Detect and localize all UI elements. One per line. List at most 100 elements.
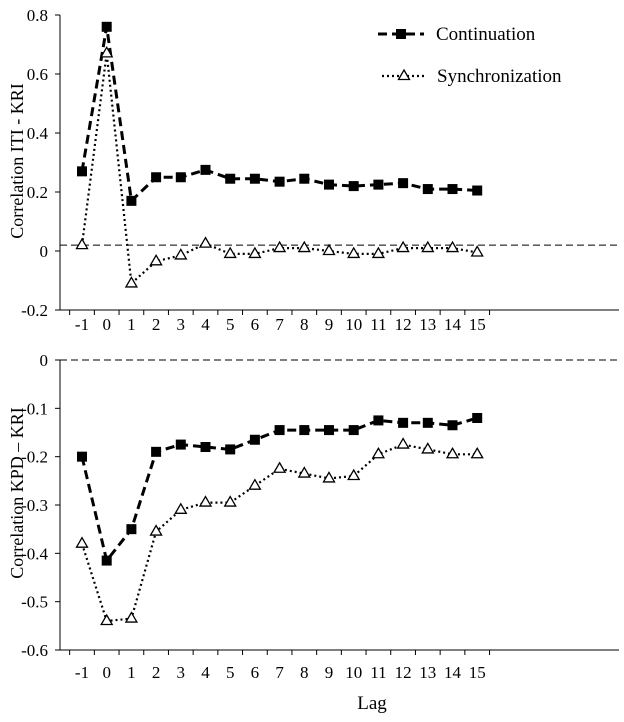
top-synchronization-point [297, 240, 311, 253]
top-x-tick-label: 3 [177, 315, 186, 334]
bottom-continuation-point [373, 415, 384, 426]
bottom-y-axis-label: Correlation KPD – KRI [7, 407, 27, 578]
top-x-tick-label: 10 [345, 315, 362, 334]
bottom-synchronization-point [248, 478, 262, 490]
bottom-continuation-point [348, 425, 359, 436]
bottom-continuation-point [126, 524, 137, 535]
bottom-synchronization-point [322, 471, 336, 483]
bottom-continuation-point [447, 420, 458, 431]
top-continuation-point [77, 166, 87, 177]
bottom-continuation-point [77, 451, 87, 462]
top-x-tick-label: 13 [419, 315, 436, 334]
top-panel: -0.200.20.40.60.8-1 0 1 2 3 4 5 6 7 8 9 10 11 12 13 14 1… [21, 6, 619, 334]
bottom-x-tick-label: 12 [395, 663, 412, 682]
top-synchronization-point [248, 246, 262, 259]
bottom-x-tick-label: 1 [127, 663, 136, 682]
top-x-tick-label: 6 [251, 315, 260, 334]
bottom-x-tick-label: 0 [102, 663, 111, 682]
top-y-tick-label: 0 [40, 242, 49, 261]
bottom-synchronization-point [198, 495, 213, 507]
top-continuation-point [447, 184, 458, 195]
bottom-continuation-point [472, 413, 483, 423]
bottom-continuation-point [324, 425, 334, 436]
bottom-continuation-point [398, 417, 409, 428]
top-x-tick-label: 14 [444, 315, 462, 334]
top-synchronization-point [347, 246, 361, 259]
bottom-continuation-point [299, 425, 310, 436]
top-synchronization-point [198, 236, 213, 248]
bottom-y-tick-label: -0.5 [21, 593, 48, 612]
bottom-x-tick-label: 13 [419, 663, 436, 682]
bottom-x-tick-label: 11 [370, 663, 386, 682]
top-x-tick-label: 5 [226, 315, 235, 334]
bottom-continuation-point [101, 555, 112, 566]
top-y-tick-label: -0.2 [21, 301, 48, 320]
bottom-panel: -0.6-0.5-0.4-0.3-0.2-0.10-1 0 1 2 3 4 5 6 7 8 9 10 1… [21, 351, 619, 682]
top-continuation-line [80, 26, 478, 204]
top-synchronization-point [322, 243, 336, 256]
legend-synchronization-marker [397, 68, 411, 81]
bottom-synchronization-point [421, 442, 435, 454]
top-continuation-point [348, 181, 359, 192]
bottom-x-tick-label: 6 [251, 663, 260, 682]
bottom-synchronization-point [149, 524, 163, 536]
top-continuation-point [249, 173, 260, 184]
bottom-x-tick-label: 9 [325, 663, 334, 682]
top-synchronization-point [470, 245, 484, 257]
top-y-axis-label: Correlation ITI - KRI [7, 83, 27, 238]
bottom-x-tick-label: 7 [275, 663, 284, 682]
bottom-synchronization-point [297, 466, 311, 478]
bottom-y-tick-label: -0.3 [21, 496, 48, 515]
bottom-x-tick-label: 3 [177, 663, 186, 682]
bottom-continuation-line [80, 416, 478, 564]
bottom-continuation-point [422, 417, 433, 428]
bottom-synchronization-point [396, 437, 410, 449]
top-continuation-point [422, 184, 433, 195]
top-synchronization-point [223, 246, 237, 259]
bottom-x-tick-label: -1 [75, 663, 89, 682]
bottom-continuation-point [225, 444, 236, 455]
top-synchronization-point [371, 246, 386, 259]
top-continuation-point [151, 172, 162, 183]
bottom-synchronization-point [445, 446, 460, 459]
bottom-synchronization-point [100, 613, 114, 626]
top-x-tick-label: 12 [395, 315, 412, 334]
bottom-synchronization-line [80, 443, 478, 623]
bottom-x-tick-label: 2 [152, 663, 161, 682]
top-synchronization-point [149, 254, 163, 266]
legend-continuation-label: Continuation [436, 24, 536, 45]
bottom-y-tick-label: -0.6 [21, 641, 48, 660]
top-continuation-point [299, 173, 310, 184]
top-continuation-point [101, 21, 112, 32]
top-continuation-point [200, 164, 211, 175]
bottom-synchronization-point [75, 536, 89, 548]
top-x-tick-label: 2 [152, 315, 161, 334]
top-continuation-point [274, 176, 285, 187]
top-y-tick-label: 0.2 [27, 183, 48, 202]
top-synchronization-point [100, 46, 114, 58]
bottom-y-tick-label: -0.4 [21, 544, 48, 563]
bottom-synchronization-point [371, 446, 386, 459]
top-continuation-point [324, 179, 334, 190]
top-continuation-point [175, 172, 186, 183]
bottom-synchronization-point [223, 495, 237, 507]
top-synchronization-point [75, 237, 89, 250]
x-axis-label: Lag [357, 693, 387, 714]
top-continuation-point [225, 173, 236, 184]
top-x-tick-label: 1 [127, 315, 136, 334]
legend-synchronization-label: Synchronization [437, 66, 562, 87]
bottom-continuation-point [151, 446, 162, 457]
bottom-x-tick-label: 4 [201, 663, 210, 682]
top-continuation-point [373, 179, 384, 190]
bottom-y-tick-label: 0 [40, 351, 49, 370]
top-continuation-point [472, 185, 483, 196]
bottom-x-tick-label: 15 [469, 663, 486, 682]
top-synchronization-line [80, 53, 478, 286]
top-y-tick-label: 0.4 [27, 124, 49, 143]
bottom-x-tick-label: 5 [226, 663, 235, 682]
top-x-tick-label: 8 [300, 315, 309, 334]
bottom-y-tick-label: -0.1 [21, 399, 48, 418]
bottom-x-tick-label: 14 [444, 663, 462, 682]
